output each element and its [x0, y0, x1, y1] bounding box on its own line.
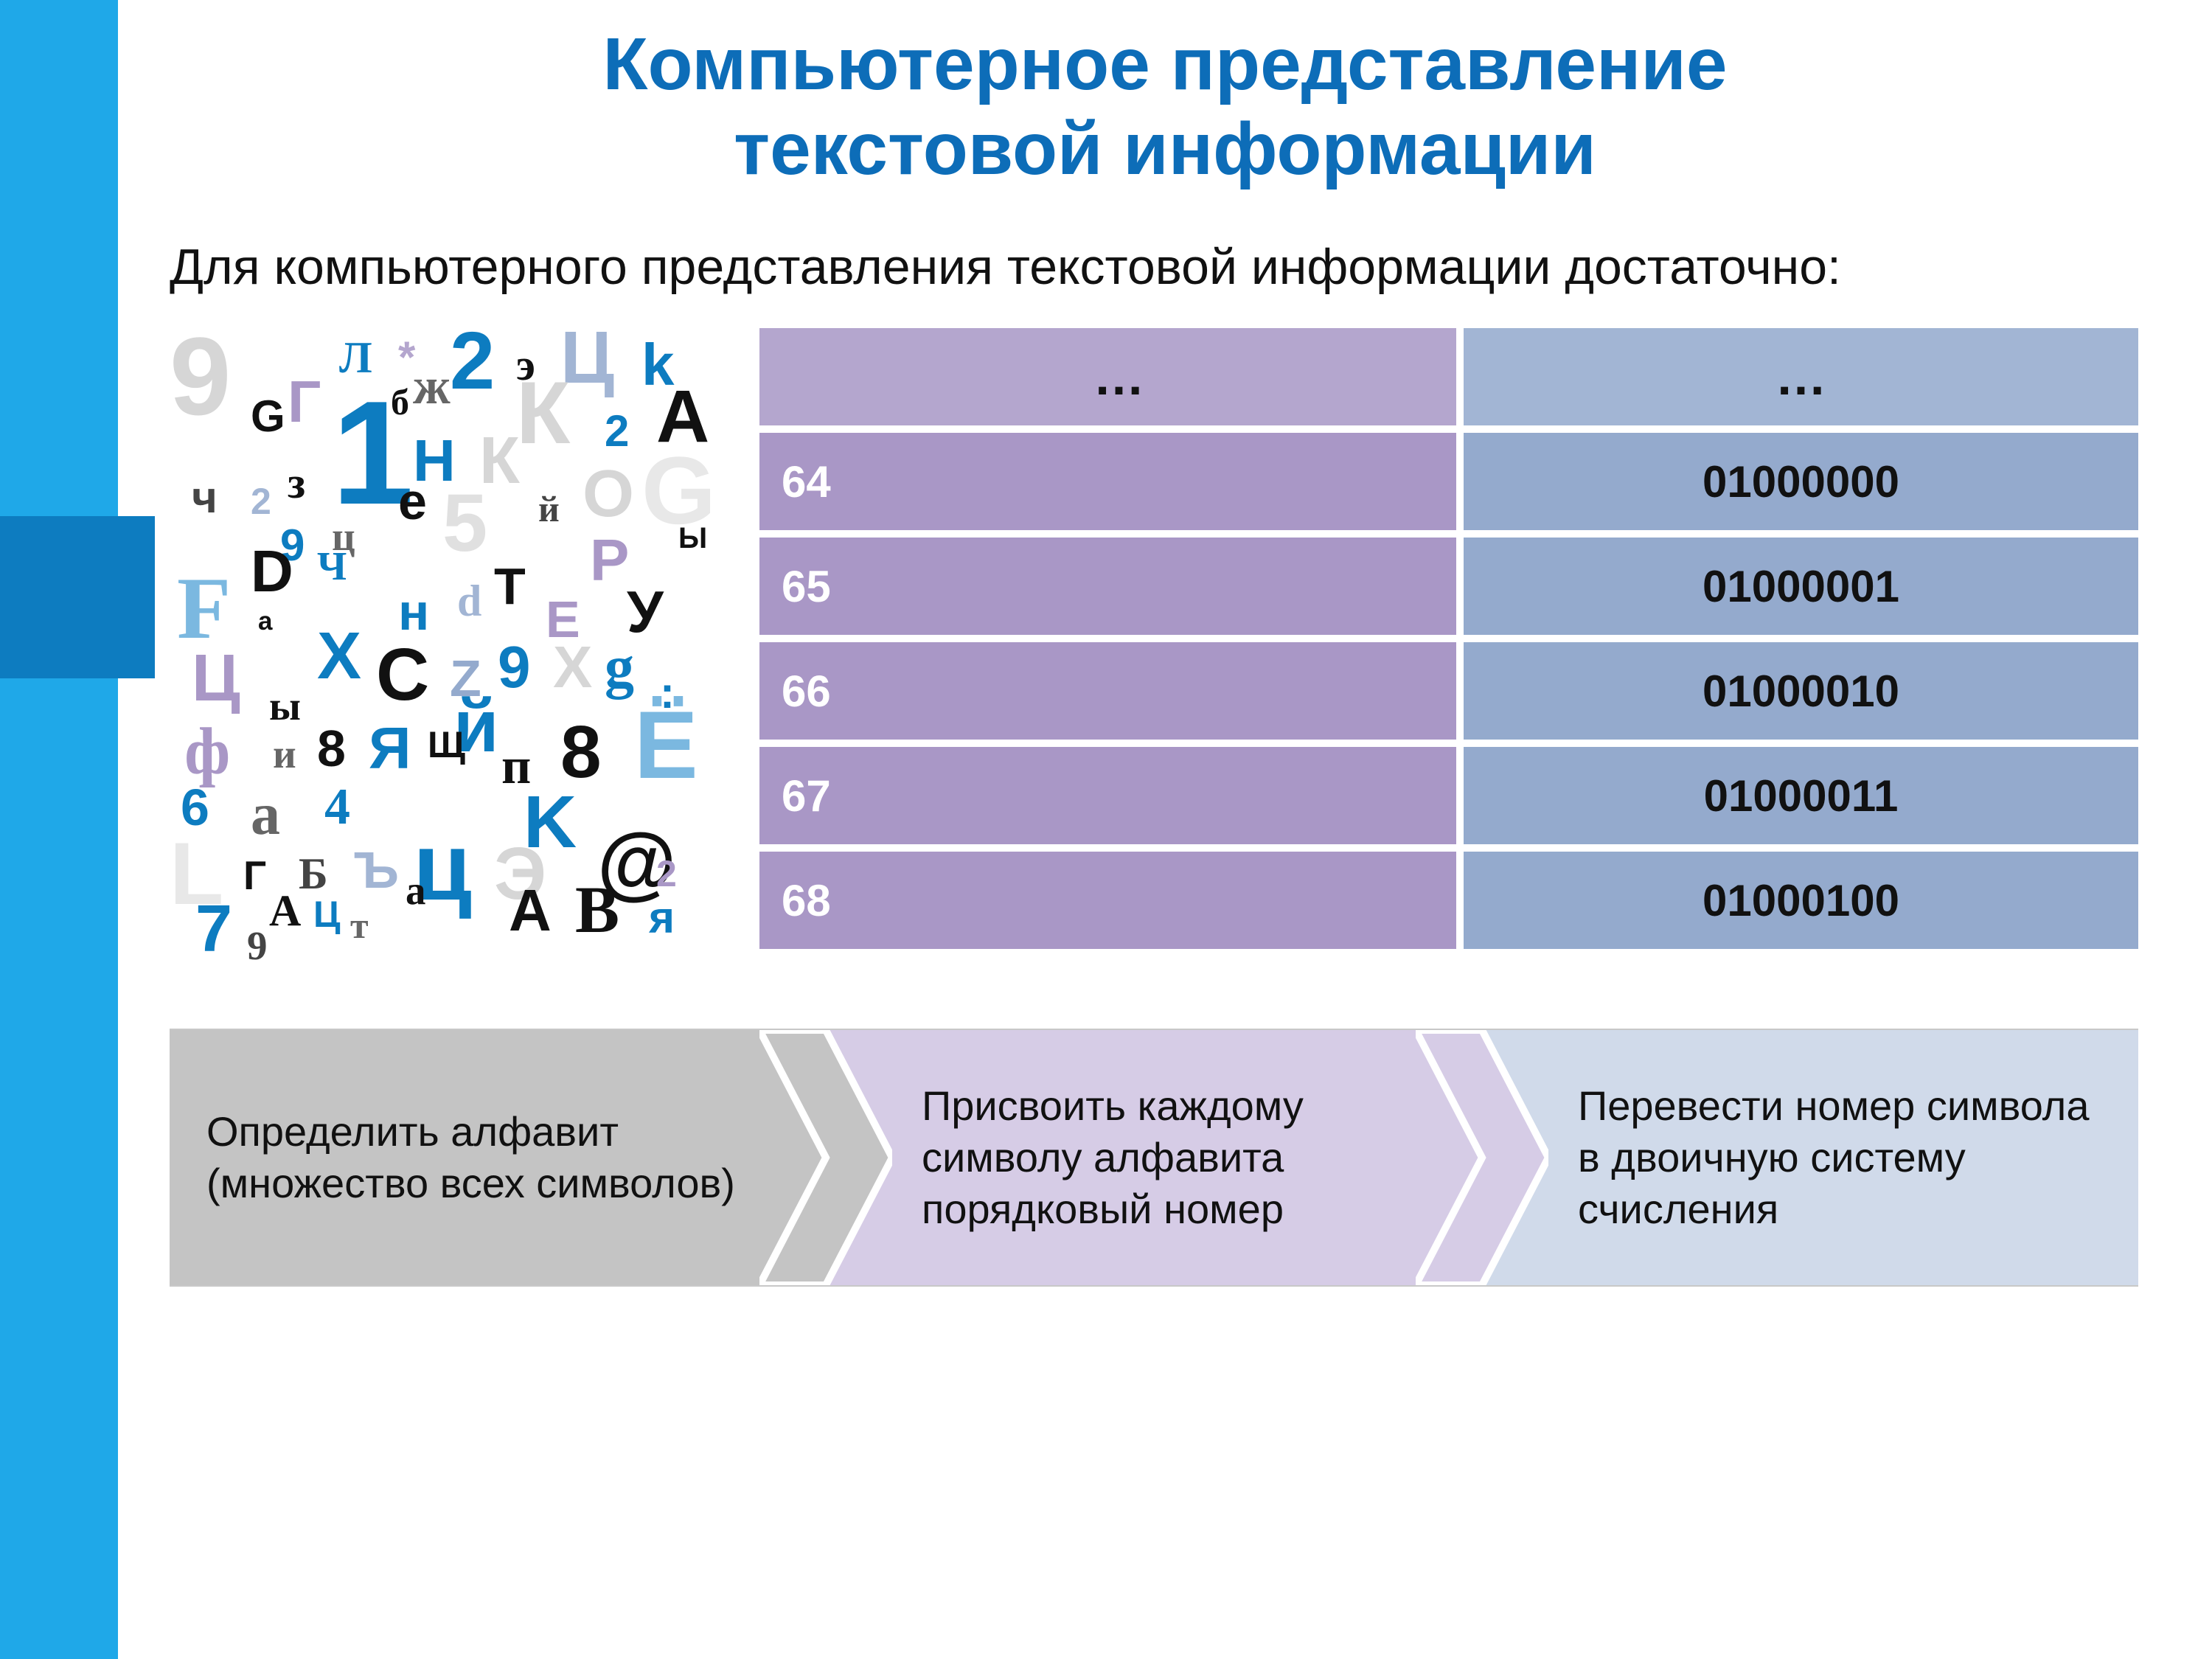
- cloud-glyph: ж: [413, 361, 451, 413]
- cloud-glyph: Г: [288, 372, 321, 431]
- table-cell-code: 64: [759, 433, 1456, 530]
- cloud-glyph: Ц: [192, 645, 240, 712]
- cloud-glyph: Т: [494, 560, 526, 612]
- cloud-glyph: 9: [170, 321, 231, 431]
- table-cell-binary: 01000000: [1464, 433, 2138, 530]
- cloud-glyph: а: [406, 870, 426, 911]
- cloud-glyph: Х: [317, 623, 361, 689]
- cloud-glyph: В: [575, 877, 619, 944]
- cloud-glyph: 5: [442, 483, 487, 564]
- cloud-glyph: 9: [498, 638, 531, 697]
- cloud-glyph: Ё: [634, 697, 698, 793]
- cloud-glyph: 9: [247, 925, 268, 966]
- cloud-glyph: т: [350, 907, 369, 944]
- cloud-glyph: ф: [184, 719, 230, 785]
- table-cell-binary: 01000010: [1464, 642, 2138, 740]
- cloud-glyph: я: [649, 896, 675, 940]
- cloud-glyph: Щ: [428, 726, 465, 763]
- cloud-glyph: А: [509, 881, 552, 940]
- step-3: Перевести номер символа в двоичную систе…: [1482, 1029, 2138, 1287]
- cloud-glyph: 7: [195, 896, 232, 962]
- cloud-glyph: O: [582, 461, 634, 527]
- title-line-1: Компьютерное представление: [602, 23, 1727, 105]
- cloud-glyph: 2: [450, 321, 495, 402]
- slide-title: Компьютерное представление текстовой инф…: [170, 22, 2160, 192]
- cloud-glyph: D: [251, 542, 293, 601]
- table-row: 6701000011: [759, 747, 2138, 844]
- cloud-glyph: С: [376, 638, 429, 712]
- table-header-row: ……: [759, 328, 2138, 425]
- step-2: Присвоить каждому символу алфавита поряд…: [826, 1029, 1482, 1287]
- table-cell-binary: …: [1464, 328, 2138, 425]
- cloud-glyph: 4: [324, 782, 350, 833]
- cloud-glyph: Б: [299, 852, 328, 896]
- table-cell-binary: 01000100: [1464, 852, 2138, 949]
- table-row: 6501000001: [759, 538, 2138, 635]
- table-cell-code: 65: [759, 538, 1456, 635]
- cloud-glyph: Ъ: [354, 844, 399, 896]
- cloud-glyph: Г: [243, 855, 266, 896]
- cloud-glyph: 2: [251, 483, 271, 520]
- cloud-glyph: А: [269, 888, 301, 933]
- step-1: Определить алфавит (множество всех симво…: [170, 1029, 826, 1287]
- cloud-glyph: 2: [656, 855, 677, 892]
- table-cell-code: …: [759, 328, 1456, 425]
- mid-row: 92Л*эЦkGГбжК2А1ч2зНКейOGЫ9ц5DЧРТFанdEУЦХ…: [170, 328, 2160, 970]
- cloud-glyph: К: [516, 369, 570, 457]
- table-cell-binary: 01000011: [1464, 747, 2138, 844]
- cloud-glyph: ч: [192, 476, 218, 520]
- cloud-glyph: G: [251, 394, 285, 439]
- step-label: Перевести номер символа в двоичную систе…: [1482, 1058, 2138, 1257]
- cloud-glyph: d: [457, 579, 481, 623]
- cloud-glyph: й: [538, 490, 560, 527]
- cloud-glyph: и: [273, 734, 296, 774]
- cloud-glyph: ы: [269, 686, 301, 726]
- side-accent: [0, 516, 155, 678]
- table-row: 6601000010: [759, 642, 2138, 740]
- cloud-glyph: е: [398, 476, 427, 527]
- cloud-glyph: Ц: [313, 896, 341, 933]
- side-stripe: [0, 0, 118, 1659]
- cloud-glyph: Х: [553, 638, 592, 697]
- cloud-glyph: g: [605, 638, 634, 697]
- slide-content: Компьютерное представление текстовой инф…: [170, 22, 2160, 1287]
- table-cell-code: 67: [759, 747, 1456, 844]
- cloud-glyph: a: [251, 785, 280, 844]
- table-row: 6801000100: [759, 852, 2138, 949]
- cloud-glyph: Р: [590, 531, 629, 590]
- steps-chevron: Определить алфавит (множество всех симво…: [170, 1029, 2160, 1287]
- cloud-glyph: Ч: [317, 546, 347, 586]
- title-line-2: текстовой информации: [734, 108, 1596, 190]
- table-cell-code: 66: [759, 642, 1456, 740]
- intro-text: Для компьютерного представления текстово…: [170, 236, 2160, 299]
- letter-cloud: 92Л*эЦkGГбжК2А1ч2зНКейOGЫ9ц5DЧРТFанdEУЦХ…: [170, 328, 730, 970]
- cloud-glyph: 8: [317, 723, 346, 774]
- cloud-glyph: F: [177, 564, 231, 653]
- cloud-glyph: У: [627, 582, 664, 641]
- table-cell-code: 68: [759, 852, 1456, 949]
- table-row: 6401000000: [759, 433, 2138, 530]
- step-label: Определить алфавит (множество всех симво…: [170, 1084, 826, 1231]
- cloud-glyph: н: [398, 586, 429, 638]
- cloud-glyph: Ы: [678, 524, 707, 553]
- cloud-glyph: Я: [369, 719, 411, 778]
- cloud-glyph: а: [258, 608, 272, 634]
- cloud-glyph: з: [288, 461, 305, 505]
- step-label: Присвоить каждому символу алфавита поряд…: [826, 1058, 1482, 1257]
- table-cell-binary: 01000001: [1464, 538, 2138, 635]
- code-table: ……64010000006501000001660100001067010000…: [759, 328, 2160, 970]
- cloud-glyph: 2: [605, 409, 629, 453]
- cloud-glyph: 8: [560, 715, 602, 789]
